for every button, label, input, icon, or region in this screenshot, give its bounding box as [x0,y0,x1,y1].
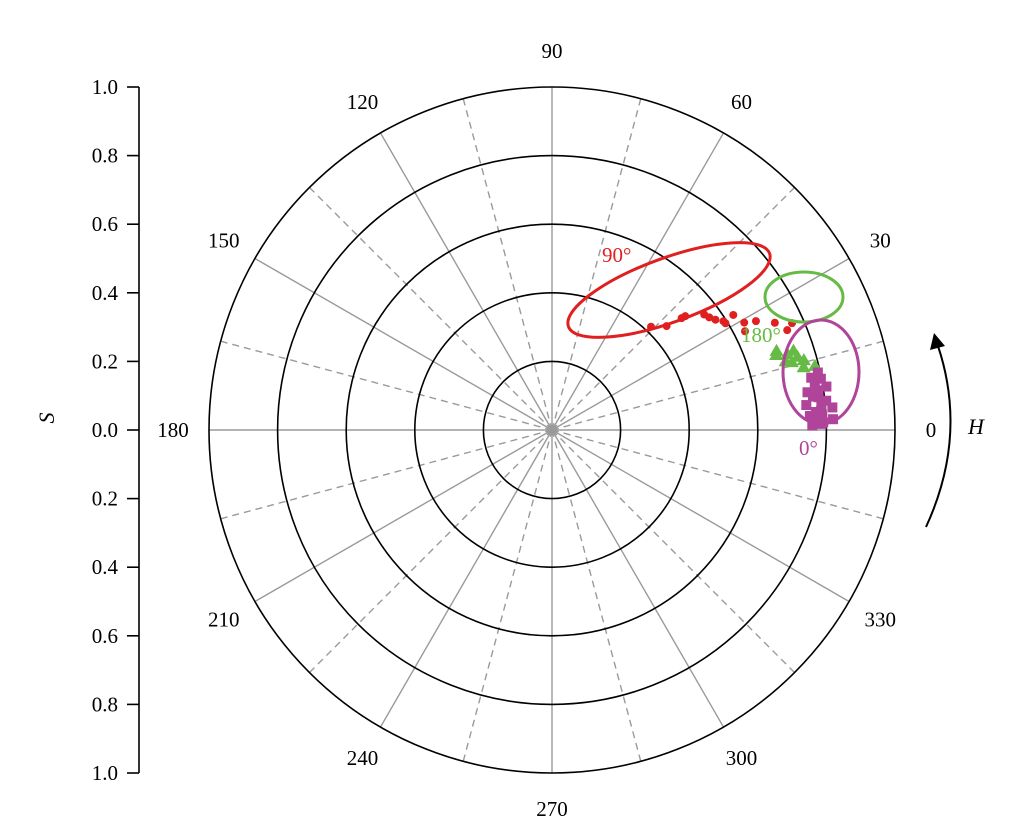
radial-circles [208,86,896,774]
point-90deg [783,326,792,335]
s-tick-label: 0.6 [92,212,118,236]
point-0deg [821,381,832,392]
arrowhead-icon [930,333,945,350]
point-0deg [807,391,818,402]
spoke-solid-120 [379,132,553,431]
point-90deg [721,319,730,328]
point-0deg [815,373,826,384]
spoke-dashed-255 [462,429,553,762]
spoke-dashed-105 [462,98,553,431]
h-axis-title: H [967,414,985,439]
point-0deg [812,367,823,378]
spoke-solid-240 [379,429,553,728]
s-tick-label: 0.0 [92,418,118,442]
point-0deg [827,402,838,413]
angle-label-90: 90 [542,39,563,63]
spoke-solid-30 [551,257,850,431]
s-tick-label: 0.2 [92,487,118,511]
spoke-solid-330 [551,429,850,603]
angle-label-300: 300 [726,746,758,770]
point-0deg [801,400,812,411]
point-90deg [751,317,760,326]
group-ellipses [566,241,861,426]
spoke-dashed-165 [220,340,553,431]
spoke-solid-60 [551,132,725,431]
angle-label-210: 210 [208,608,240,632]
circle-s-0.8 [276,154,828,706]
spoke-lines [209,87,895,773]
s-tick-label: 0.8 [92,692,118,716]
point-0deg [802,387,813,398]
point-180deg [796,360,811,373]
s-axis: 1.0 0.8 0.6 0.4 0.2 0.0 0.2 0.4 0.6 0.8 1.0 S [34,75,140,785]
group-label-0: 0° [799,436,818,460]
spoke-dashed-195 [220,429,553,520]
group-label-90: 90° [602,243,631,267]
angle-label-120: 120 [347,90,379,114]
point-90deg [770,318,779,327]
s-tick-label: 0.8 [92,144,118,168]
point-0deg [828,414,839,425]
group-ellipse-2 [781,318,861,426]
spoke-dashed-15 [551,340,884,431]
group-ellipse-0 [566,241,772,339]
spoke-solid-210 [254,429,553,603]
circle-s-0.4 [413,291,690,568]
s-tick-label: 1.0 [92,75,118,99]
angle-tick-labels: 0 30 60 90 120 150 180 210 240 270 300 330 [157,39,936,821]
spoke-dashed-75 [551,98,642,431]
point-0deg [811,413,822,424]
point-90deg [729,310,738,319]
s-tick-label: 0.6 [92,624,118,648]
angle-label-270: 270 [536,797,568,821]
angle-label-240: 240 [347,746,379,770]
point-0deg [813,392,824,403]
point-0deg [809,380,820,391]
s-axis-title: S [34,413,59,424]
point-90deg [711,315,720,324]
point-90deg [740,318,749,327]
circle-s-1 [208,86,896,774]
point-0deg [810,407,821,418]
point-180deg [784,355,799,368]
s-tick-label: 0.4 [92,555,119,579]
spoke-solid-300 [551,429,725,728]
spoke-dashed-135 [308,186,553,431]
group-labels: 90° 180° 0° [602,243,818,460]
spoke-dashed-345 [551,429,884,520]
spoke-solid-150 [254,257,553,431]
spoke-dashed-45 [551,186,796,431]
spoke-dashed-285 [551,429,642,762]
circle-s-0.2 [482,360,622,500]
s-tick-label: 0.2 [92,349,118,373]
circle-s-0.6 [345,223,759,637]
angle-label-180: 180 [157,418,189,442]
angle-label-30: 30 [870,228,891,252]
angle-label-60: 60 [731,90,752,114]
point-90deg [740,327,749,336]
point-180deg [786,343,801,356]
point-0deg [807,420,818,431]
point-180deg [769,348,784,361]
point-0deg [804,411,815,422]
h-direction-arrow [925,345,952,528]
group-label-180: 180° [741,323,781,347]
h-axis-indicator: H [925,333,985,528]
spoke-dashed-225 [308,429,553,674]
point-0deg [821,395,832,406]
s-tick-label: 1.0 [92,761,118,785]
point-180deg [796,353,811,366]
angle-label-330: 330 [864,608,896,632]
angle-label-0: 0 [926,418,937,442]
point-0deg [815,406,826,417]
point-90deg [705,313,714,322]
angle-label-150: 150 [208,228,240,252]
group-ellipse-1 [763,270,845,324]
s-tick-label: 0.4 [92,281,119,305]
spoke-dashed-315 [551,429,796,674]
point-0deg [806,372,817,383]
